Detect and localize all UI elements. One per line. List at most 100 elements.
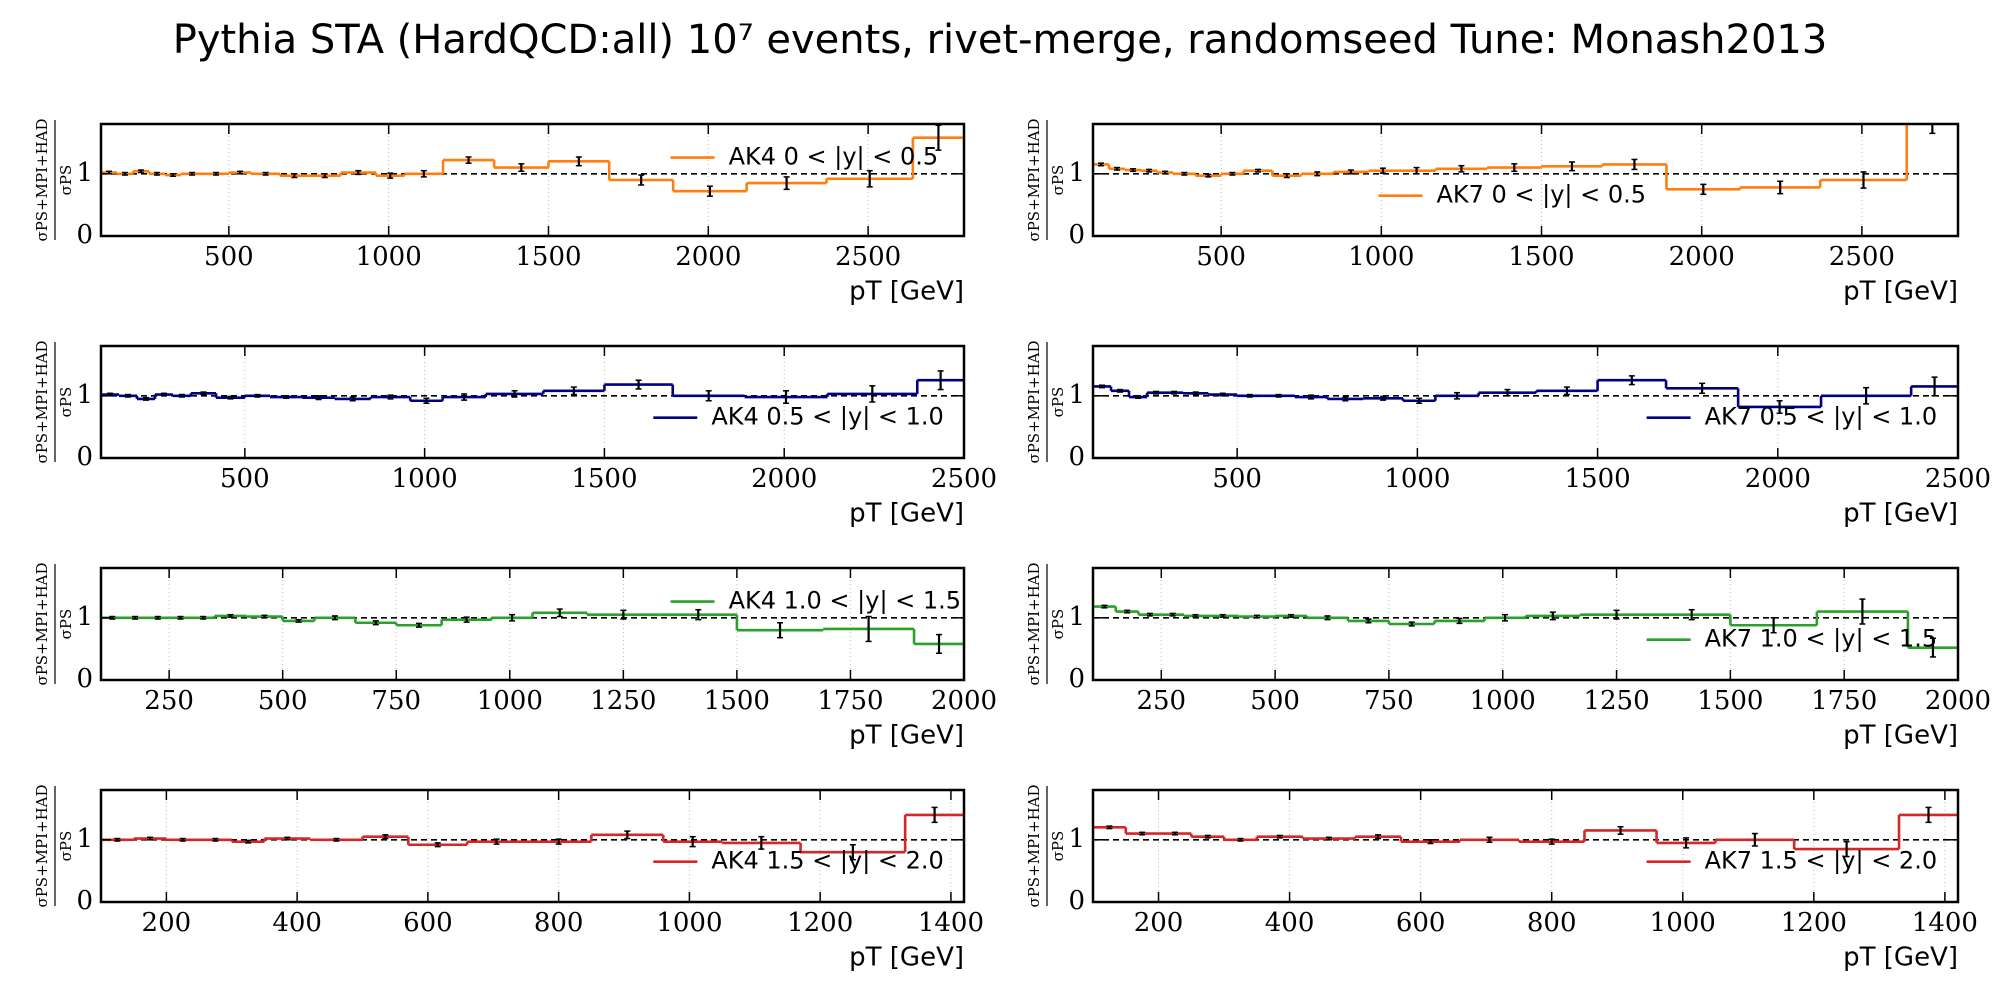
x-tick-label: 500 <box>1212 464 1262 494</box>
x-tick-label: 500 <box>204 242 254 272</box>
y-tick-label: 0 <box>1068 220 1085 250</box>
x-axis-label: pT [GeV] <box>1843 277 1958 307</box>
y-tick-label: 0 <box>76 442 93 472</box>
legend-label: AK7 1.0 < |y| < 1.5 <box>1705 625 1938 653</box>
plot-area <box>101 568 964 680</box>
y-tick-label: 1 <box>76 602 93 632</box>
x-tick-label: 500 <box>1250 686 1300 716</box>
y-label-denominator: σPS <box>57 831 75 862</box>
y-label-denominator: σPS <box>1049 831 1067 862</box>
legend-label: AK4 0.5 < |y| < 1.0 <box>711 403 944 431</box>
x-axis-label: pT [GeV] <box>849 499 964 529</box>
y-label-denominator: σPS <box>1049 387 1067 418</box>
x-axis-label: pT [GeV] <box>849 943 964 973</box>
x-axis-label: pT [GeV] <box>1843 721 1958 751</box>
y-tick-label: 0 <box>76 220 93 250</box>
x-tick-label: 500 <box>258 686 308 716</box>
legend-label: AK7 0 < |y| < 0.5 <box>1436 181 1646 209</box>
x-tick-label: 1500 <box>1564 464 1630 494</box>
x-tick-label: 1000 <box>356 242 422 272</box>
x-tick-label: 2000 <box>1669 242 1735 272</box>
y-tick-label: 1 <box>1068 158 1085 188</box>
x-tick-label: 1400 <box>1912 908 1978 938</box>
y-label-numerator: σPS+MPI+HAD <box>1025 784 1043 907</box>
axes-frame <box>99 566 966 682</box>
x-tick-label: 1000 <box>1650 908 1716 938</box>
x-tick-label: 800 <box>534 908 584 938</box>
y-label-numerator: σPS+MPI+HAD <box>1025 340 1043 463</box>
x-tick-label: 800 <box>1527 908 1577 938</box>
x-axis-label: pT [GeV] <box>849 277 964 307</box>
x-tick-label: 1500 <box>571 464 637 494</box>
y-label-denominator: σPS <box>57 609 75 640</box>
x-tick-label: 1750 <box>817 686 883 716</box>
figure-title: Pythia STA (HardQCD:all) 10⁷ events, riv… <box>173 17 1828 63</box>
legend-label: AK4 0 < |y| < 0.5 <box>729 143 939 171</box>
y-label-denominator: σPS <box>1049 609 1067 640</box>
y-tick-label: 0 <box>76 886 93 916</box>
x-tick-label: 500 <box>220 464 270 494</box>
y-tick-label: 1 <box>1068 602 1085 632</box>
plot-area <box>1093 568 1958 680</box>
y-label-numerator: σPS+MPI+HAD <box>33 562 51 685</box>
x-tick-label: 2000 <box>1925 686 1991 716</box>
x-tick-label: 750 <box>371 686 421 716</box>
y-label-denominator: σPS <box>57 165 75 196</box>
x-tick-label: 500 <box>1196 242 1246 272</box>
axes-frame <box>99 122 966 238</box>
x-tick-label: 400 <box>1265 908 1315 938</box>
y-tick-label: 1 <box>1068 824 1085 854</box>
y-label-numerator: σPS+MPI+HAD <box>33 118 51 241</box>
x-tick-label: 1500 <box>515 242 581 272</box>
y-label-denominator: σPS <box>1049 165 1067 196</box>
x-tick-label: 2000 <box>931 686 997 716</box>
y-tick-label: 0 <box>76 664 93 694</box>
x-tick-label: 2000 <box>675 242 741 272</box>
x-tick-label: 2000 <box>1745 464 1811 494</box>
legend-label: AK4 1.5 < |y| < 2.0 <box>711 847 944 875</box>
axes-frame <box>99 788 966 904</box>
x-tick-label: 1000 <box>1348 242 1414 272</box>
x-tick-label: 1250 <box>590 686 656 716</box>
y-label-numerator: σPS+MPI+HAD <box>1025 562 1043 685</box>
y-tick-label: 0 <box>1068 664 1085 694</box>
x-tick-label: 250 <box>144 686 194 716</box>
plot-area <box>101 124 964 236</box>
x-tick-label: 1500 <box>1697 686 1763 716</box>
x-tick-label: 2500 <box>1829 242 1895 272</box>
y-tick-label: 1 <box>1068 380 1085 410</box>
y-tick-label: 1 <box>76 380 93 410</box>
x-tick-label: 1000 <box>1384 464 1450 494</box>
x-tick-label: 1400 <box>918 908 984 938</box>
x-tick-label: 1500 <box>1508 242 1574 272</box>
plot-area <box>101 346 964 458</box>
x-tick-label: 750 <box>1364 686 1414 716</box>
axes-frame <box>1091 344 1960 460</box>
x-axis-label: pT [GeV] <box>1843 943 1958 973</box>
x-tick-label: 2500 <box>931 464 997 494</box>
x-axis-label: pT [GeV] <box>1843 499 1958 529</box>
x-tick-label: 600 <box>1396 908 1446 938</box>
axes-frame <box>1091 122 1960 238</box>
x-axis-label: pT [GeV] <box>849 721 964 751</box>
axes-frame <box>99 344 966 460</box>
x-tick-label: 2500 <box>1925 464 1991 494</box>
y-label-numerator: σPS+MPI+HAD <box>1025 118 1043 241</box>
x-tick-label: 200 <box>142 908 192 938</box>
y-tick-label: 0 <box>1068 886 1085 916</box>
x-tick-label: 2000 <box>751 464 817 494</box>
x-tick-label: 2500 <box>835 242 901 272</box>
y-label-denominator: σPS <box>57 387 75 418</box>
x-tick-label: 1200 <box>1781 908 1847 938</box>
x-tick-label: 1500 <box>704 686 770 716</box>
x-tick-label: 1750 <box>1811 686 1877 716</box>
x-tick-label: 1000 <box>1470 686 1536 716</box>
y-tick-label: 1 <box>76 158 93 188</box>
x-tick-label: 1200 <box>787 908 853 938</box>
y-label-numerator: σPS+MPI+HAD <box>33 340 51 463</box>
x-tick-label: 1250 <box>1583 686 1649 716</box>
y-tick-label: 1 <box>76 824 93 854</box>
plot-area <box>1093 790 1958 902</box>
legend-label: AK7 1.5 < |y| < 2.0 <box>1705 847 1938 875</box>
